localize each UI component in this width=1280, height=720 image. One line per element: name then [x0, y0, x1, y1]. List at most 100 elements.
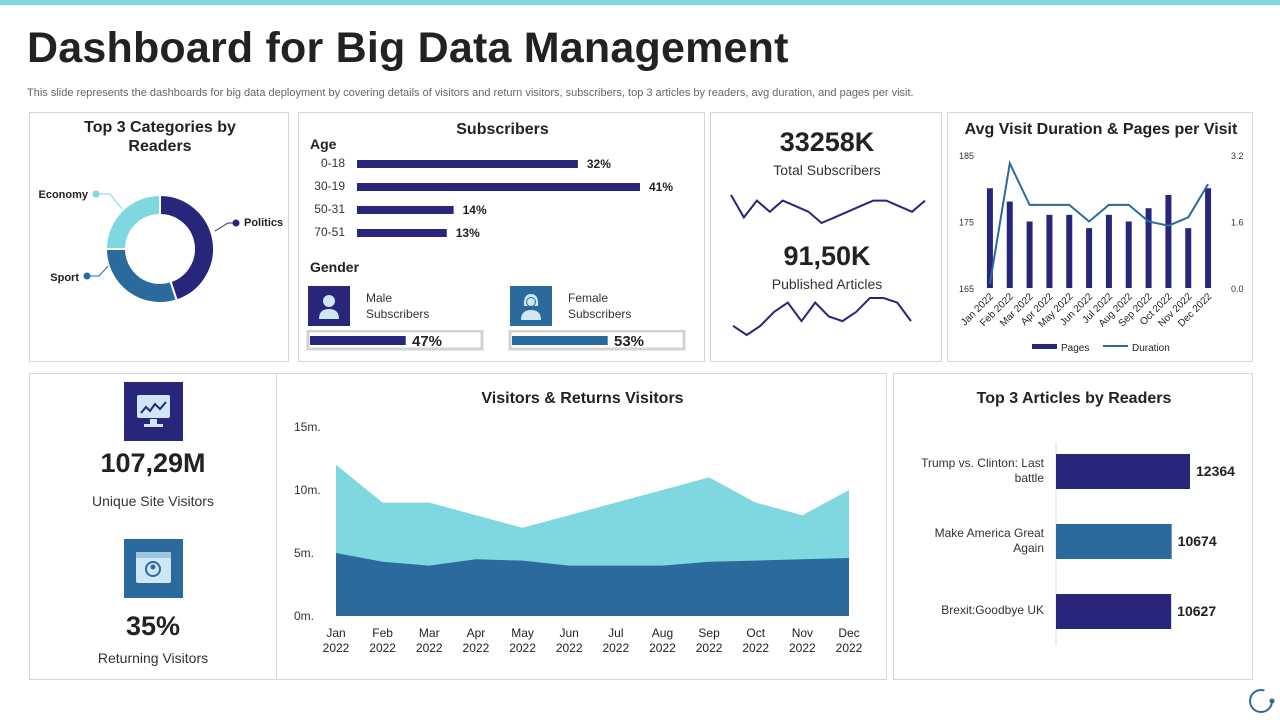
unique-visitors-label: Unique Site Visitors [92, 493, 214, 509]
visitors-x-tick-year: 2022 [323, 641, 350, 655]
visitors-x-tick-month: Mar [419, 626, 440, 640]
visitors-x-tick-month: Oct [746, 626, 765, 640]
categories-donut-chart: Politics Sport Economy [38, 189, 283, 304]
visitors-x-tick-month: Jun [560, 626, 579, 640]
visit-title: Avg Visit Duration & Pages per Visit [964, 121, 1238, 138]
visitors-y-tick: 5m. [294, 546, 314, 560]
age-category-label: 30-19 [314, 179, 345, 193]
categories-title-line1: Top 3 Categories by [84, 119, 236, 136]
age-bar [357, 183, 640, 191]
published-articles-label: Published Articles [771, 276, 883, 292]
female-subscribers-label: Female Subscribers [568, 290, 631, 322]
visitors-area-chart: 15m.10m.5m.0m.Jan2022Feb2022Mar2022Apr20… [294, 420, 863, 655]
browser-glyph [136, 552, 171, 583]
visit-pages-bar [1066, 214, 1073, 288]
published-articles-value: 91,50K [783, 241, 871, 271]
visit-pages-bar [1105, 214, 1112, 288]
visit-pages-bar [1026, 221, 1033, 288]
donut-slice-politics [159, 193, 215, 302]
article-bar [1056, 594, 1172, 629]
visitors-x-tick-year: 2022 [742, 641, 769, 655]
visitors-x-tick-year: 2022 [602, 641, 629, 655]
gender-label: Gender [310, 259, 360, 275]
visitors-x-tick-month: Jan [326, 626, 345, 640]
visit-duration-line [988, 159, 1209, 284]
total-subscribers-label: Total Subscribers [773, 162, 881, 178]
visitors-x-tick-year: 2022 [789, 641, 816, 655]
visit-left-tick: 175 [959, 218, 974, 228]
male-label-line1: Male [366, 291, 393, 305]
article-value-label: 10627 [1177, 603, 1216, 619]
visitors-x-tick-year: 2022 [509, 641, 536, 655]
article-category-label: Brexit:Goodbye UK [941, 603, 1044, 617]
top-accent-bar [0, 0, 1280, 5]
age-bar [357, 229, 447, 237]
articles-title: Top 3 Articles by Readers [976, 390, 1172, 407]
male-label-line2: Subscribers [366, 307, 430, 321]
visit-pages-bar [1046, 214, 1053, 288]
visitors-x-tick-year: 2022 [556, 641, 583, 655]
male-user-glyph [319, 295, 339, 319]
article-value-label: 12364 [1196, 463, 1235, 479]
visit-legend-duration-label: Duration [1132, 343, 1170, 354]
visitors-area-returning [336, 553, 849, 616]
visitor-stats-panel: 107,29M Unique Site Visitors 35% Returni… [29, 373, 277, 680]
age-bar [357, 160, 578, 168]
visit-pages-bar [1125, 221, 1132, 288]
subscribers-trend-line [730, 194, 926, 225]
visit-right-tick: 1.6 [1231, 218, 1244, 228]
visit-left-tick: 165 [959, 284, 974, 294]
age-category-label: 50-31 [314, 202, 345, 216]
article-category-label: Make America Great [935, 526, 1045, 540]
visit-right-tick: 3.2 [1231, 151, 1244, 161]
gender-value-label: 47% [412, 333, 442, 350]
article-value-label: 10674 [1178, 533, 1217, 549]
monitor-chart-icon [124, 382, 183, 441]
visitors-x-tick-month: Nov [792, 626, 813, 640]
age-category-label: 0-18 [321, 156, 345, 170]
visitors-title: Visitors & Returns Visitors [481, 390, 684, 407]
male-subscribers-label: Male Subscribers [366, 290, 429, 322]
visitors-x-tick-month: Aug [652, 626, 673, 640]
unique-visitors-value: 107,29M [100, 448, 206, 478]
article-category-label: Trump vs. Clinton: Last [921, 456, 1045, 470]
donut-leader-sport [87, 265, 109, 277]
gender-value-label: 53% [614, 333, 644, 350]
age-bar-chart: 0-18 32% 30-19 41% 50-31 14% 70-51 13% [314, 156, 673, 240]
donut-marker-politics [232, 219, 240, 227]
total-subscribers-value: 33258K [779, 127, 875, 157]
visit-pages-bar [986, 188, 993, 288]
articles-panel: Top 3 Articles by Readers 12364 Trump vs.… [893, 373, 1253, 680]
visit-pages-bar [1086, 228, 1093, 288]
age-category-label: 70-51 [314, 225, 345, 239]
visitors-x-tick-year: 2022 [416, 641, 443, 655]
visitors-x-tick-year: 2022 [836, 641, 863, 655]
article-bar [1056, 454, 1190, 489]
visitors-x-tick-month: May [511, 626, 534, 640]
female-label-line1: Female [568, 291, 609, 305]
returning-visitors-value: 35% [125, 611, 181, 641]
donut-leader-economy [96, 193, 123, 210]
gender-bar-chart: 47% 53% [306, 330, 686, 351]
donut-label-economy: Economy [38, 189, 88, 201]
visitors-x-tick-year: 2022 [649, 641, 676, 655]
visit-pages-bar [1006, 201, 1013, 288]
visitors-x-tick-month: Apr [467, 626, 486, 640]
articles-sparkline [732, 297, 912, 337]
female-user-icon [510, 286, 552, 326]
visitors-x-tick-year: 2022 [463, 641, 490, 655]
subscribers-title: Subscribers [456, 121, 549, 138]
loading-spinner-icon [1249, 689, 1275, 713]
visitors-x-tick-month: Jul [608, 626, 623, 640]
article-bar [1056, 524, 1172, 559]
categories-panel: Top 3 Categories by Readers Politics Spor… [29, 112, 289, 362]
page-subtitle: This slide represents the dashboards for… [27, 87, 914, 99]
visitors-x-tick-year: 2022 [369, 641, 396, 655]
visitors-y-tick: 15m. [294, 420, 321, 434]
visitors-y-tick: 10m. [294, 483, 321, 497]
monitor-glyph [137, 395, 170, 427]
female-label-line2: Subscribers [568, 307, 632, 321]
age-label: Age [310, 136, 337, 152]
age-value-label: 32% [587, 157, 611, 171]
donut-slice-economy [104, 193, 161, 250]
